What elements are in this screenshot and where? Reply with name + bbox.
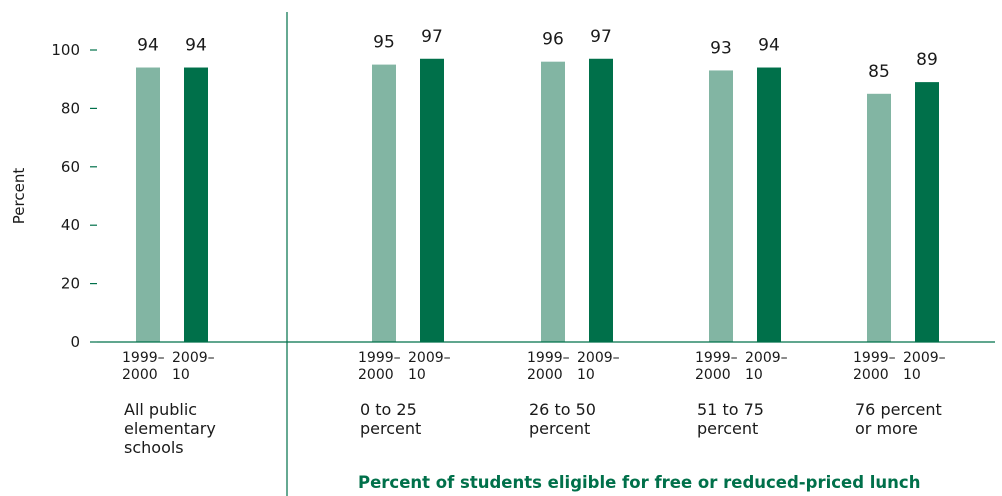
year-label: 1999–	[695, 350, 738, 366]
category-label: or more	[855, 419, 918, 438]
category-label: 0 to 25	[360, 400, 417, 419]
y-tick-label: 60	[61, 158, 80, 176]
y-tick-label: 80	[61, 99, 80, 117]
year-label: 2000	[358, 367, 394, 383]
year-label: 10	[172, 367, 190, 383]
year-label: 2000	[695, 367, 731, 383]
bar-1999-2000	[372, 64, 396, 342]
x-axis-title: Percent of students eligible for free or…	[358, 473, 920, 492]
year-label: 10	[745, 367, 763, 383]
data-label: 95	[373, 33, 395, 53]
data-label: 94	[758, 36, 780, 56]
year-label: 2009–	[577, 350, 620, 366]
bar-1999-2000	[136, 67, 160, 343]
year-label: 1999–	[122, 350, 165, 366]
year-label: 1999–	[527, 350, 570, 366]
year-label: 2009–	[745, 350, 788, 366]
year-label: 10	[903, 367, 921, 383]
year-label: 2009–	[408, 350, 451, 366]
year-label: 2009–	[903, 350, 946, 366]
year-label: 2000	[122, 367, 158, 383]
category-label: 26 to 50	[529, 400, 596, 419]
year-label: 10	[577, 367, 595, 383]
data-label: 94	[137, 36, 159, 56]
year-label: 2000	[527, 367, 563, 383]
y-tick-label: 100	[51, 41, 80, 59]
bar-1999-2000	[709, 70, 733, 342]
category-label: schools	[124, 438, 184, 457]
category-label: percent	[697, 419, 758, 438]
y-axis-label: Percent	[10, 168, 28, 225]
data-label: 96	[542, 30, 564, 50]
data-label: 89	[916, 50, 938, 70]
year-label: 10	[408, 367, 426, 383]
y-tick-label: 40	[61, 216, 80, 234]
category-label: All public	[124, 400, 197, 419]
y-axis: 0 20 40 60 80 100	[51, 41, 97, 351]
bar-2009-10	[420, 58, 444, 342]
year-label: 1999–	[358, 350, 401, 366]
category-label: percent	[360, 419, 421, 438]
y-tick-label: 20	[61, 275, 80, 293]
bar-1999-2000	[541, 61, 565, 343]
data-label: 93	[710, 38, 732, 58]
data-label: 94	[185, 36, 207, 56]
year-label: 2000	[853, 367, 889, 383]
category-label: 76 percent	[855, 400, 942, 419]
category-label: elementary	[124, 419, 216, 438]
bar-2009-10	[184, 67, 208, 343]
data-label: 97	[590, 27, 612, 47]
bar-2009-10	[915, 82, 939, 343]
category-label: percent	[529, 419, 590, 438]
year-label: 2009–	[172, 350, 215, 366]
bar-1999-2000	[867, 93, 891, 342]
year-label: 1999–	[853, 350, 896, 366]
bars	[136, 58, 939, 343]
data-label: 97	[421, 27, 443, 47]
category-label: 51 to 75	[697, 400, 764, 419]
y-tick-label: 0	[70, 333, 80, 351]
data-label: 85	[868, 62, 890, 82]
bar-2009-10	[589, 58, 613, 342]
bar-2009-10	[757, 67, 781, 343]
